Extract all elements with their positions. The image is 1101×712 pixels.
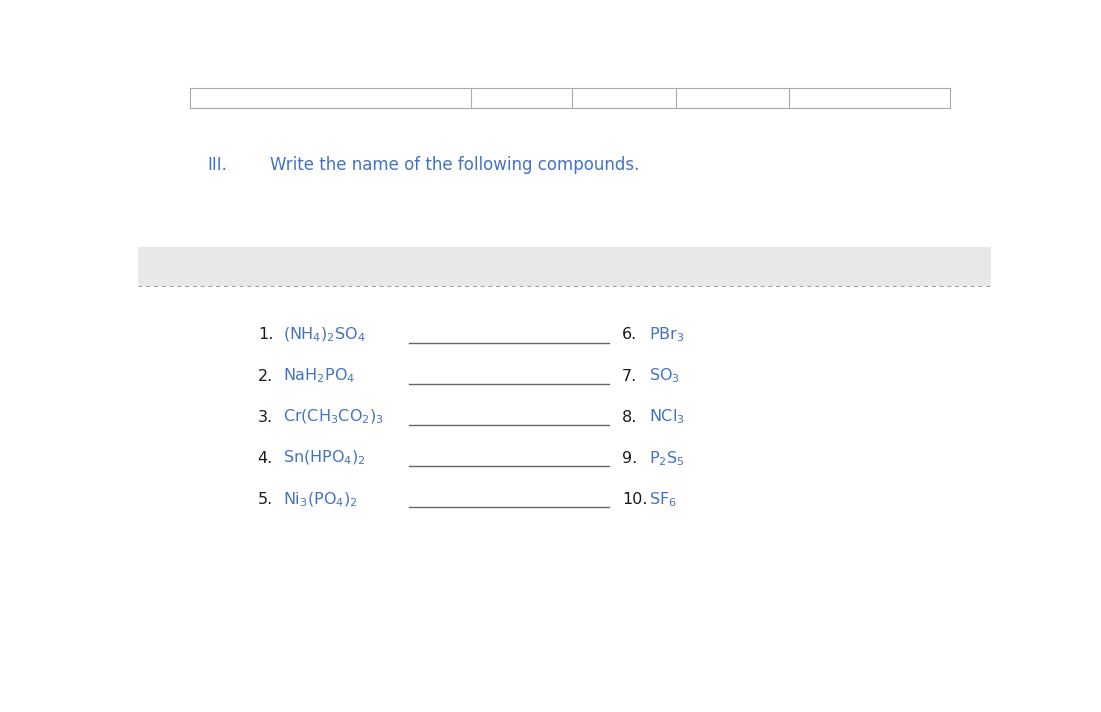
Text: 10.: 10. [622,492,647,507]
Text: P$_2$S$_5$: P$_2$S$_5$ [650,449,685,468]
Text: SF$_6$: SF$_6$ [650,490,677,508]
Text: Write the name of the following compounds.: Write the name of the following compound… [270,156,640,174]
Text: Ni$_3$(PO$_4$)$_2$: Ni$_3$(PO$_4$)$_2$ [283,490,358,508]
Text: Cr(CH$_3$CO$_2$)$_3$: Cr(CH$_3$CO$_2$)$_3$ [283,408,384,426]
Text: 8.: 8. [622,409,637,424]
Text: 1.: 1. [258,328,273,342]
Bar [138,247,991,286]
Text: (NH$_4$)$_2$SO$_4$: (NH$_4$)$_2$SO$_4$ [283,325,366,344]
Text: 3.: 3. [258,409,273,424]
Text: NCl$_3$: NCl$_3$ [650,408,685,426]
Text: SO$_3$: SO$_3$ [650,367,680,385]
Text: NaH$_2$PO$_4$: NaH$_2$PO$_4$ [283,367,356,385]
Text: PBr$_3$: PBr$_3$ [650,325,685,344]
Text: III.: III. [208,156,228,174]
Text: 4.: 4. [258,451,273,466]
Text: 7.: 7. [622,369,637,384]
Text: Sn(HPO$_4$)$_2$: Sn(HPO$_4$)$_2$ [283,449,367,468]
Text: 2.: 2. [258,369,273,384]
Text: 6.: 6. [622,328,637,342]
Text: 9.: 9. [622,451,637,466]
Text: 5.: 5. [258,492,273,507]
